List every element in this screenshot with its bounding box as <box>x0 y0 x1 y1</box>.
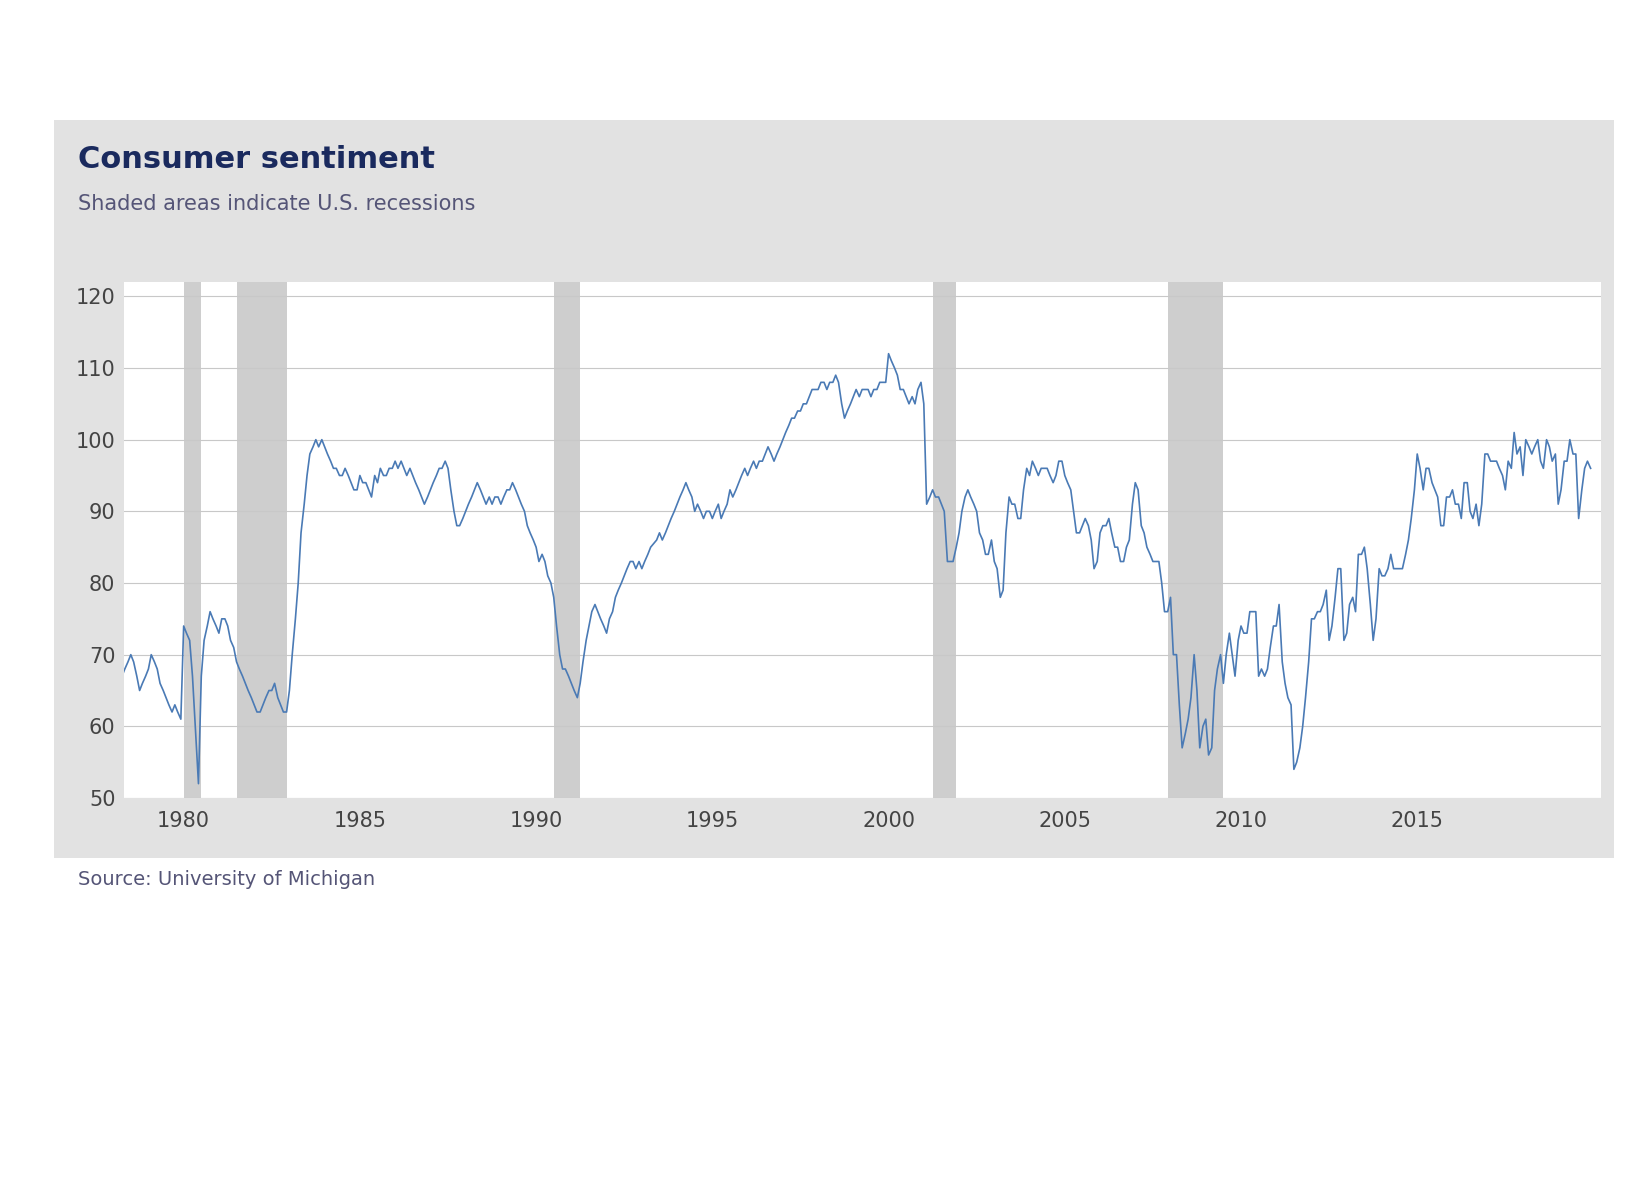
Text: Shaded areas indicate U.S. recessions: Shaded areas indicate U.S. recessions <box>78 193 475 214</box>
Bar <box>183 282 201 798</box>
Bar <box>236 282 287 798</box>
Text: Consumer sentiment: Consumer sentiment <box>78 145 434 174</box>
Bar <box>554 282 581 798</box>
Bar <box>1168 282 1223 798</box>
Bar <box>932 282 957 798</box>
Text: Source: University of Michigan: Source: University of Michigan <box>78 870 375 889</box>
